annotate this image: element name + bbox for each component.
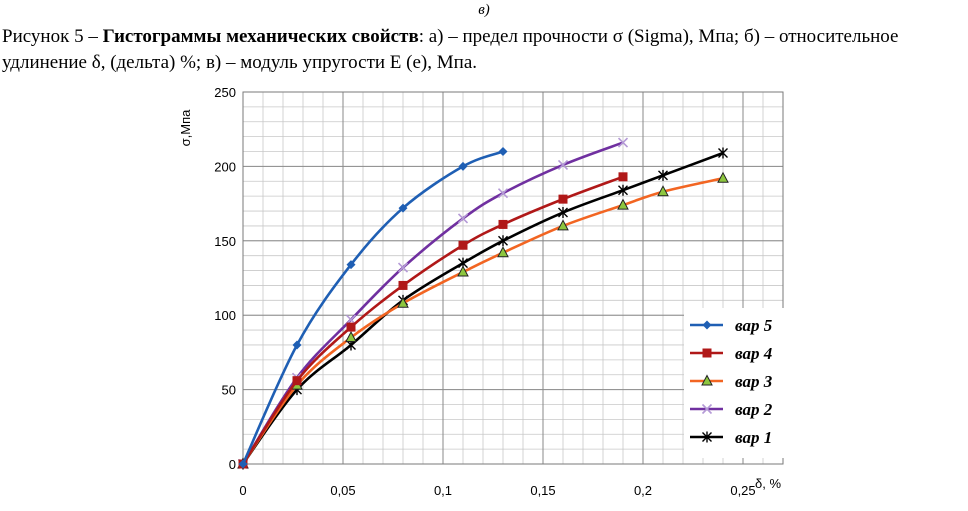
marker-star <box>718 147 728 159</box>
y-tick-label: 250 <box>214 85 236 100</box>
series-line <box>241 141 624 465</box>
chart-axes: 0 0,05 0,1 0,15 0,2 0,25 0 50 100 150 200 250 δ, % σ,… <box>178 85 781 498</box>
chart-series <box>237 137 729 470</box>
marker-diamond <box>346 260 356 270</box>
x-tick-label: 0,05 <box>330 483 355 498</box>
marker-square <box>292 376 302 386</box>
marker-star <box>702 431 712 443</box>
marker-square <box>498 219 508 229</box>
marker-x <box>457 213 469 224</box>
marker-diamond <box>398 203 408 213</box>
marker-diamond <box>238 459 248 469</box>
legend-label: вар 5 <box>735 316 773 335</box>
marker-square <box>398 280 408 290</box>
marker-triangle <box>657 185 669 197</box>
plot-border <box>242 91 784 465</box>
y-tick-label: 50 <box>222 383 236 398</box>
marker-square <box>346 322 356 332</box>
marker-triangle <box>701 374 713 386</box>
marker-triangle <box>457 265 469 277</box>
marker-triangle <box>497 246 509 258</box>
marker-star <box>558 207 568 219</box>
series-вар-1 <box>238 147 728 470</box>
marker-diamond <box>458 161 468 171</box>
x-axis-label: δ, % <box>755 476 781 491</box>
marker-square <box>702 348 712 358</box>
x-tick-label: 0,25 <box>730 483 755 498</box>
x-tick-label: 0,15 <box>530 483 555 498</box>
series-line <box>241 175 624 465</box>
marker-diamond <box>292 340 302 350</box>
marker-star <box>658 169 668 181</box>
legend-label: вар 2 <box>735 400 773 419</box>
marker-x <box>701 403 713 415</box>
marker-star <box>498 235 508 247</box>
marker-x <box>617 137 629 148</box>
marker-triangle <box>617 198 629 210</box>
legend-entry: вар 2 <box>690 400 773 419</box>
series-вар-5 <box>238 147 508 469</box>
series-line <box>241 177 724 465</box>
figure-part-label: в) <box>478 2 490 18</box>
marker-x <box>557 159 569 170</box>
marker-square <box>458 240 468 250</box>
legend-label: вар 3 <box>735 372 773 391</box>
y-tick-label: 100 <box>214 308 236 323</box>
marker-triangle <box>717 171 729 183</box>
caption-text: : а) – предел прочности σ (Sigma), Мпа; … <box>2 26 899 73</box>
x-tick-label: 0,2 <box>634 483 652 498</box>
marker-triangle <box>345 330 357 343</box>
series-вар-4 <box>238 172 628 469</box>
marker-diamond <box>702 320 712 330</box>
marker-diamond <box>498 147 508 157</box>
marker-x <box>497 188 509 199</box>
marker-square <box>618 172 628 182</box>
marker-star <box>618 184 628 196</box>
marker-x <box>397 262 409 273</box>
legend-entry: вар 3 <box>690 372 773 391</box>
x-tick-label: 0 <box>239 483 246 498</box>
caption-title: Гистограммы механических свойств <box>102 26 419 47</box>
legend-label: вар 1 <box>735 428 772 447</box>
legend-entry: вар 5 <box>690 316 773 335</box>
y-tick-label: 150 <box>214 234 236 249</box>
caption-prefix: Рисунок 5 – <box>2 26 103 47</box>
figure-caption: Рисунок 5 – Гистограммы механических сво… <box>2 24 966 76</box>
y-tick-label: 200 <box>214 159 236 174</box>
series-вар-2 <box>237 137 629 470</box>
y-tick-label: 0 <box>229 457 236 472</box>
y-axis-label: σ,Мпа <box>178 109 193 147</box>
marker-triangle <box>557 219 569 231</box>
legend-entry: вар 4 <box>690 344 772 363</box>
chart-legend: вар 5 вар 4 вар 3 вар 2 вар 1 <box>684 308 796 458</box>
legend-entry: вар 1 <box>690 428 772 447</box>
x-tick-label: 0,1 <box>434 483 452 498</box>
series-line <box>241 151 724 465</box>
marker-triangle <box>397 296 409 308</box>
legend-label: вар 4 <box>735 344 772 363</box>
marker-square <box>558 194 568 204</box>
